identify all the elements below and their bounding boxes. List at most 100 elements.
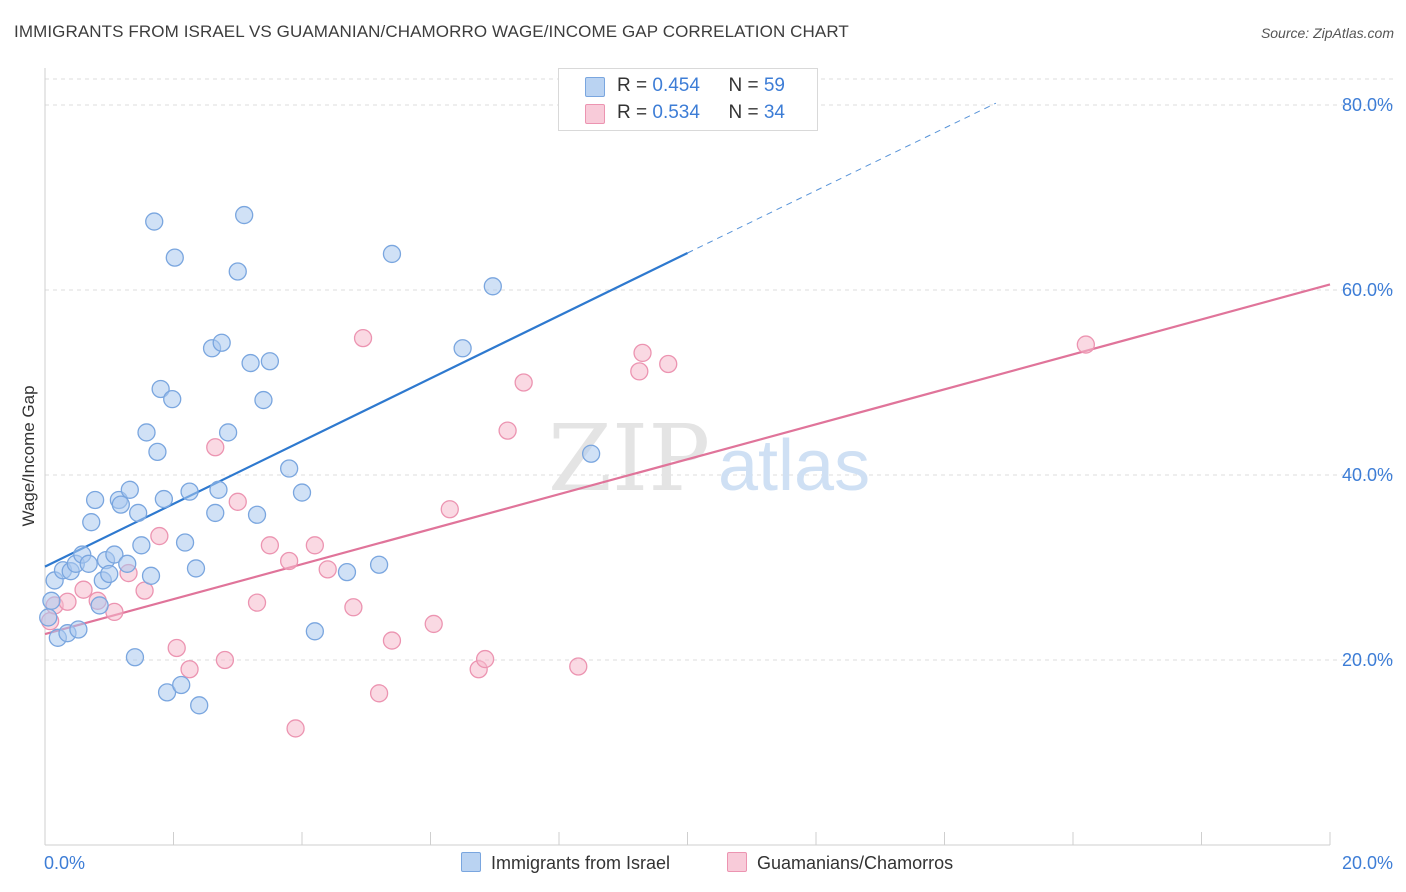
chart-title: IMMIGRANTS FROM ISRAEL VS GUAMANIAN/CHAM… — [14, 22, 849, 41]
data-point-israel — [85, 490, 105, 510]
x-tick-label-min: 0.0% — [44, 853, 85, 873]
r-label: R = — [617, 102, 653, 123]
data-point-israel — [137, 423, 156, 442]
watermark-zip: ZIP — [548, 405, 710, 512]
n-value: 34 — [763, 102, 785, 123]
data-point-israel — [180, 482, 199, 501]
data-point-israel — [125, 648, 145, 667]
n-value: 59 — [763, 75, 785, 96]
data-point-israel — [120, 480, 139, 499]
data-point-chamorro — [344, 598, 363, 617]
data-point-chamorro — [260, 536, 280, 555]
data-point-israel — [212, 333, 231, 352]
data-point-israel — [218, 423, 238, 442]
data-point-israel — [337, 562, 357, 582]
data-point-israel — [118, 554, 137, 573]
legend-label-chamorro: Guamanians/Chamorros — [757, 853, 954, 873]
legend-label-israel: Immigrants from Israel — [491, 853, 671, 873]
data-point-israel — [247, 505, 267, 524]
legend-swatch-blue — [461, 852, 481, 872]
trend-line-israel-extrapolated — [687, 102, 997, 254]
data-point-chamorro — [150, 526, 169, 546]
data-point-israel — [39, 608, 58, 627]
data-point-chamorro — [228, 492, 247, 511]
data-point-israel — [163, 389, 182, 409]
bottom-legend-chamorro[interactable]: Guamanians/Chamorros — [727, 852, 953, 876]
data-point-chamorro — [475, 649, 495, 669]
source-note: Source: ZipAtlas.com — [1260, 25, 1394, 41]
trend-lines — [44, 102, 1331, 636]
n-label: N = — [728, 75, 764, 96]
data-point-chamorro — [498, 421, 517, 440]
data-point-chamorro — [318, 560, 337, 579]
data-point-israel — [206, 503, 225, 523]
r-label: R = — [617, 75, 653, 96]
data-point-chamorro — [569, 657, 588, 676]
data-point-chamorro — [58, 592, 77, 611]
data-point-israel — [260, 352, 280, 371]
y-tick-label: 80.0% — [1342, 95, 1393, 115]
data-point-israel — [483, 277, 502, 296]
data-point-israel — [382, 244, 402, 264]
data-point-chamorro — [424, 614, 443, 634]
data-point-chamorro — [630, 362, 649, 381]
data-point-chamorro — [247, 593, 267, 612]
trend-line-chamorro — [44, 283, 1331, 636]
data-point-chamorro — [1076, 335, 1095, 354]
data-point-chamorro — [633, 343, 652, 363]
data-point-israel — [105, 545, 124, 564]
watermark-atlas: atlas — [718, 426, 870, 506]
y-tick-label: 20.0% — [1342, 650, 1393, 670]
watermark: ZIP atlas — [548, 405, 870, 512]
data-point-israel — [190, 696, 209, 715]
data-point-chamorro — [215, 650, 235, 670]
data-point-israel — [165, 248, 184, 267]
y-tick-label: 60.0% — [1342, 280, 1393, 300]
data-point-israel — [369, 555, 389, 574]
legend-swatch-blue — [585, 77, 605, 97]
data-point-israel — [172, 675, 191, 695]
data-point-israel — [111, 495, 130, 514]
data-point-israel — [175, 533, 195, 552]
data-point-israel — [132, 536, 151, 555]
data-point-israel — [209, 480, 228, 499]
data-point-israel — [154, 489, 174, 509]
data-point-chamorro — [369, 684, 389, 703]
data-point-israel — [148, 442, 167, 462]
data-point-chamorro — [206, 438, 225, 457]
data-point-israel — [453, 339, 472, 358]
data-point-israel — [42, 591, 61, 610]
data-point-israel — [100, 564, 119, 584]
data-point-chamorro — [305, 536, 325, 555]
data-point-israel — [145, 212, 164, 231]
legend-swatch-pink — [585, 104, 605, 124]
data-point-israel — [129, 503, 148, 523]
data-point-israel — [186, 559, 206, 578]
x-tick-label-max: 20.0% — [1342, 853, 1393, 873]
n-label: N = — [728, 102, 764, 123]
data-point-chamorro — [353, 328, 373, 348]
data-point-chamorro — [382, 631, 402, 650]
data-point-israel — [279, 459, 299, 478]
trend-line-israel — [44, 252, 688, 568]
y-tick-label: 40.0% — [1342, 465, 1393, 485]
stats-legend: R = 0.454 N = 59 R = 0.534 N = 34 — [558, 68, 818, 131]
data-point-israel — [235, 205, 254, 225]
r-value: 0.454 — [652, 75, 700, 96]
data-point-chamorro — [180, 660, 199, 679]
data-point-chamorro — [659, 354, 678, 374]
axes: 20.0% 40.0% 60.0% 80.0% 0.0% 20.0% — [44, 68, 1393, 873]
y-axis-label: Wage/Income Gap — [19, 385, 38, 526]
data-point-chamorro — [279, 551, 299, 571]
data-point-israel — [292, 483, 312, 502]
legend-swatch-pink — [727, 852, 747, 872]
bottom-legend-israel[interactable]: Immigrants from Israel — [461, 852, 670, 876]
r-value: 0.534 — [652, 102, 700, 123]
data-point-israel — [90, 596, 109, 615]
data-point-chamorro — [440, 500, 459, 519]
data-point-israel — [82, 513, 101, 532]
data-point-israel — [157, 683, 177, 702]
data-point-israel — [581, 444, 601, 463]
data-points — [39, 205, 1095, 738]
